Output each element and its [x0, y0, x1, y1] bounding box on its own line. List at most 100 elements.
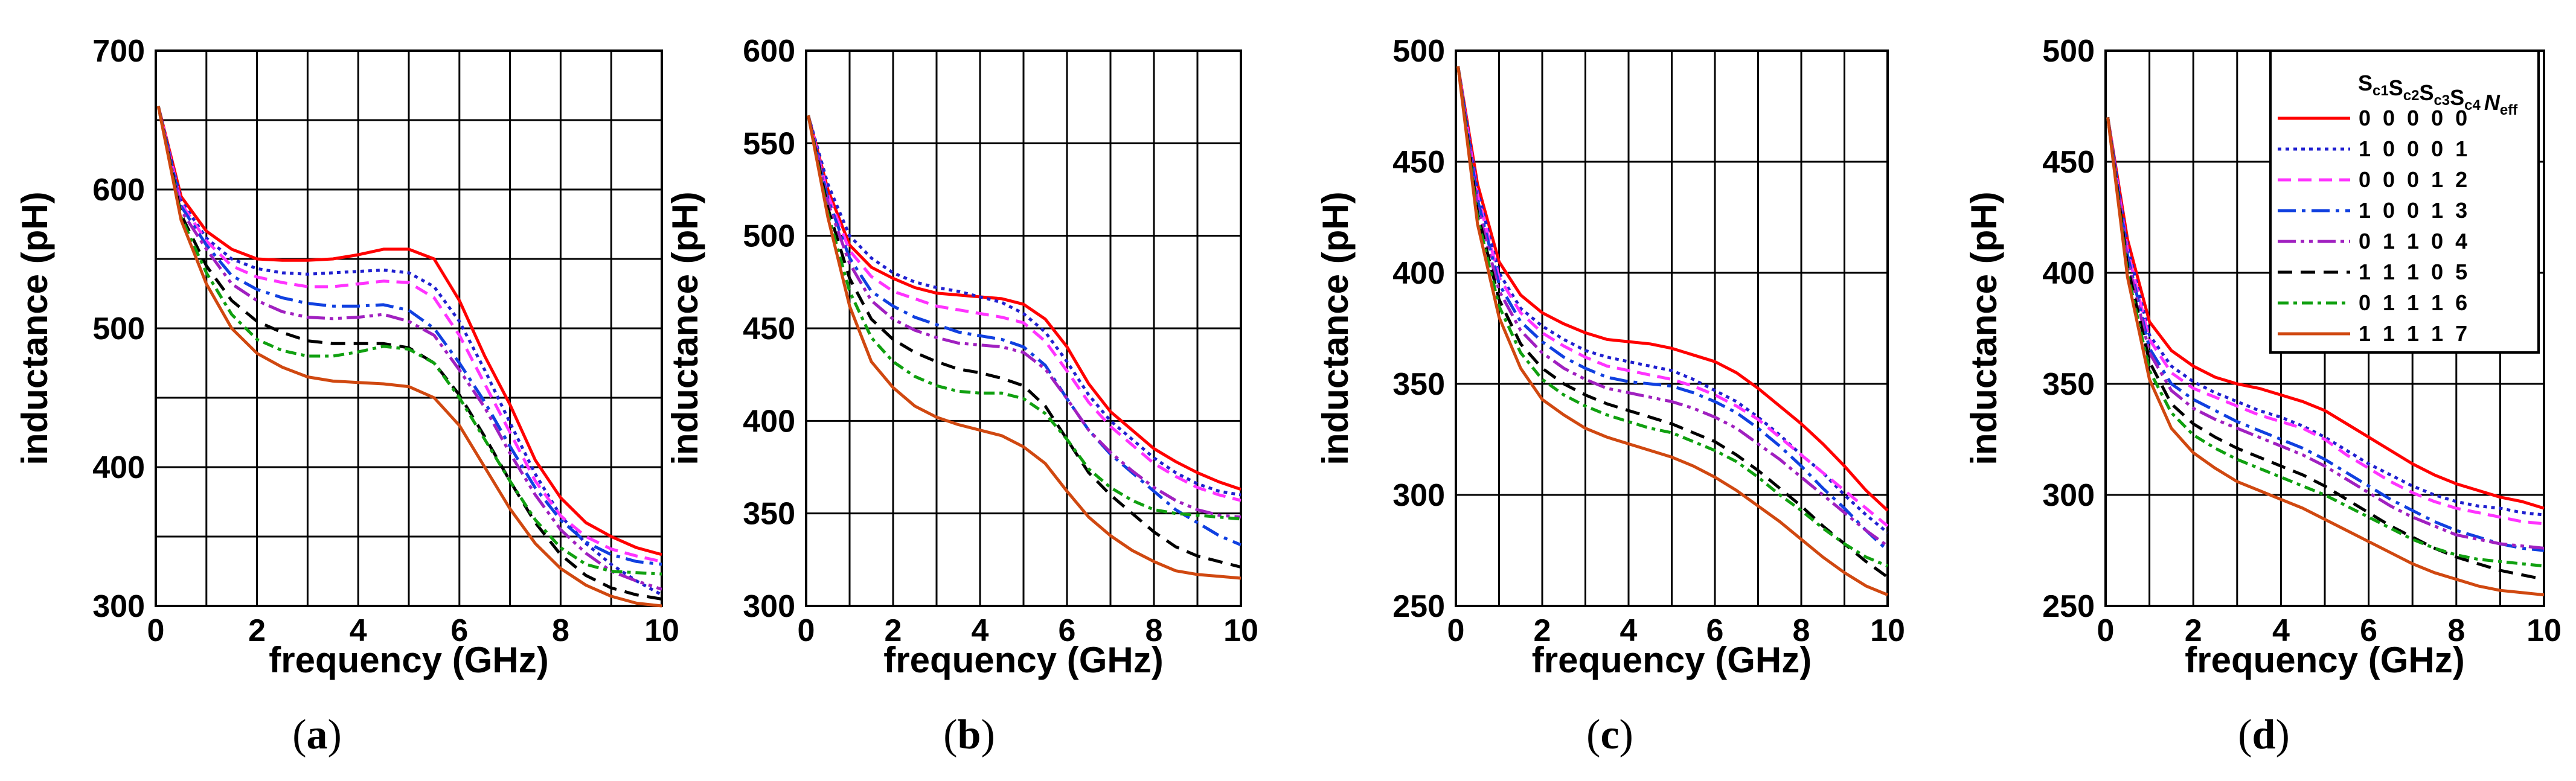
x-tick-label: 8 [1145, 613, 1163, 648]
y-tick-label: 350 [743, 497, 795, 532]
legend-label-4: 0 1 1 0 4 [2359, 229, 2467, 253]
x-tick-label: 4 [2272, 613, 2290, 648]
x-tick-label: 8 [2447, 613, 2465, 648]
chart-panel-d: 0 2 4 6 8 10 250 300 350 400 450 500 frequency (GHz)… [1964, 34, 2562, 758]
y-tick-label: 700 [92, 34, 145, 69]
x-axis-title: frequency (GHz) [883, 640, 1163, 680]
series-line-7 [2106, 117, 2545, 597]
y-tick-label: 250 [1392, 589, 1445, 624]
series-line-6 [2106, 117, 2545, 568]
series-line-2 [807, 115, 1242, 502]
y-tick-label: 600 [743, 34, 795, 69]
series-line-6 [1456, 66, 1888, 568]
legend-label-2: 0 0 0 1 2 [2359, 167, 2467, 192]
legend-label-7: 1 1 1 1 7 [2359, 321, 2467, 346]
x-tick-label: 2 [885, 613, 902, 648]
y-tick-label: 450 [2042, 145, 2095, 180]
series-line-3 [807, 115, 1242, 547]
series-line-2 [2106, 117, 2545, 526]
y-tick-label: 300 [92, 589, 145, 624]
legend-header: Sc1Sc2Sc3Sc4 Neff [2358, 71, 2518, 118]
y-tick-label: 300 [743, 589, 795, 624]
x-tick-label: 4 [350, 613, 367, 648]
series-line-5 [156, 106, 662, 601]
legend-label-5: 1 1 1 0 5 [2359, 260, 2467, 284]
series-line-1 [156, 106, 663, 596]
y-tick-label: 250 [2042, 589, 2095, 624]
series-line-6 [156, 106, 662, 576]
plot-frame [155, 49, 663, 607]
series-line-3 [156, 106, 662, 566]
x-tick-label: 10 [644, 613, 679, 648]
y-tick-label: 350 [1392, 367, 1445, 402]
plot-frame [805, 49, 1242, 607]
y-tick-label: 400 [1392, 256, 1445, 291]
y-tick-label: 400 [2042, 256, 2095, 291]
x-axis-title: frequency (GHz) [269, 640, 548, 680]
series-line-4 [2106, 117, 2545, 550]
y-tick-label: 500 [743, 219, 795, 254]
chart-panel-b: 0 2 4 6 8 10 300 350 400 450 500 550 600 frequency (G… [665, 34, 1258, 758]
x-tick-label: 8 [1793, 613, 1810, 648]
y-axis-title: inductance (pH) [1964, 191, 2004, 465]
legend-box [2269, 49, 2540, 354]
y-tick-label: 400 [743, 404, 795, 439]
y-tick-label: 400 [92, 450, 145, 485]
y-tick-label: 300 [2042, 478, 2095, 513]
panel-caption: (c) [1586, 712, 1633, 758]
x-axis-title: frequency (GHz) [2185, 640, 2464, 680]
series-line-3 [2106, 117, 2545, 552]
x-axis-title: frequency (GHz) [1532, 640, 1812, 680]
x-tick-label: 6 [1059, 613, 1076, 648]
x-tick-label: 10 [1870, 613, 1905, 648]
series-line-4 [156, 106, 662, 591]
series-line-2 [156, 106, 662, 563]
x-tick-label: 6 [2360, 613, 2377, 648]
panel-caption: (a) [292, 712, 342, 758]
y-tick-label: 600 [92, 173, 145, 208]
panel-caption: (d) [2238, 712, 2290, 758]
series-line-0 [1456, 66, 1889, 512]
series-line-7 [807, 115, 1242, 580]
x-tick-label: 10 [2526, 613, 2562, 648]
panel-caption: (b) [943, 712, 995, 758]
series-line-1 [1456, 66, 1889, 534]
x-tick-label: 2 [1534, 613, 1551, 648]
x-tick-label: 6 [450, 613, 468, 648]
series-line-7 [1456, 66, 1888, 596]
y-axis-title: inductance (pH) [665, 191, 705, 465]
y-tick-label: 500 [2042, 34, 2095, 69]
x-tick-label: 8 [552, 613, 569, 648]
x-tick-label: 0 [798, 613, 815, 648]
x-tick-label: 4 [1620, 613, 1638, 648]
x-tick-label: 6 [1706, 613, 1724, 648]
x-tick-label: 10 [1223, 613, 1258, 648]
series-line-4 [807, 115, 1242, 519]
y-tick-label: 300 [1392, 478, 1445, 513]
series-line-0 [807, 115, 1242, 491]
y-tick-label: 500 [92, 311, 145, 346]
x-tick-label: 0 [147, 613, 165, 648]
x-tick-label: 4 [972, 613, 989, 648]
y-tick-label: 550 [743, 126, 795, 161]
x-tick-label: 0 [2097, 613, 2115, 648]
legend-label-0: 0 0 0 0 0 [2359, 106, 2467, 130]
series-line-0 [156, 106, 662, 556]
series-line-5 [807, 115, 1242, 569]
legend-label-1: 1 0 0 0 1 [2359, 136, 2467, 161]
series-line-1 [807, 115, 1242, 497]
x-tick-label: 2 [2185, 613, 2202, 648]
y-axis-title: inductance (pH) [14, 191, 55, 465]
series-line-3 [1456, 66, 1889, 552]
series-line-7 [156, 106, 662, 608]
chart-panel-a: 0 2 4 6 8 10 300 400 500 600 700 frequency (GHz) ind… [14, 34, 679, 758]
series-line-5 [2106, 117, 2545, 581]
plot-frame [1455, 49, 1889, 607]
series-line-1 [2106, 117, 2545, 517]
y-axis-title: inductance (pH) [1315, 191, 1356, 465]
x-tick-label: 0 [1447, 613, 1465, 648]
series-line-2 [1456, 66, 1889, 528]
y-tick-label: 450 [1392, 145, 1445, 180]
legend-label-6: 0 1 1 1 6 [2359, 290, 2467, 315]
